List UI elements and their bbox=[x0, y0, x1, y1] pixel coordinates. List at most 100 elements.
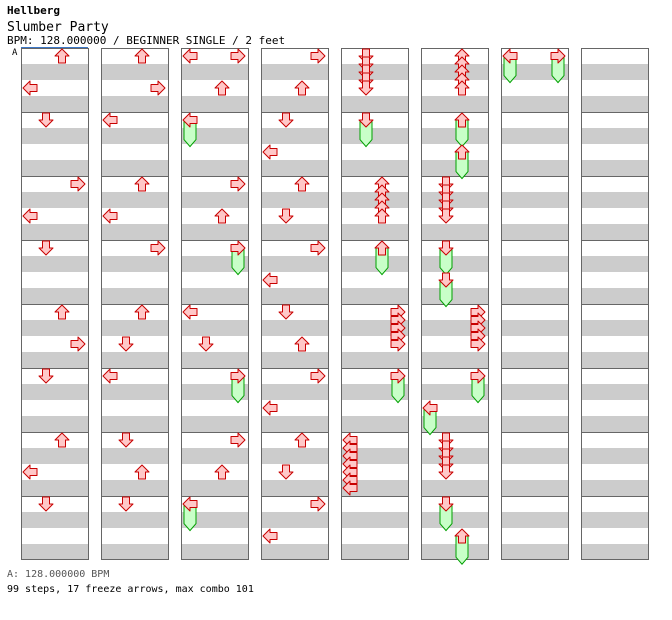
beat-stripe bbox=[421, 264, 489, 272]
beat-stripe bbox=[581, 288, 649, 296]
step-arrow bbox=[342, 480, 358, 496]
freeze-arrow-head bbox=[422, 400, 438, 416]
beat-stripe bbox=[421, 96, 489, 104]
beat-stripe bbox=[421, 552, 489, 560]
beat-stripe bbox=[421, 232, 489, 240]
beat-stripe bbox=[421, 200, 489, 208]
beat-stripe bbox=[581, 328, 649, 336]
beat-stripe bbox=[421, 448, 489, 456]
beat-stripe bbox=[21, 192, 89, 200]
beat-stripe bbox=[421, 192, 489, 200]
beat-stripe bbox=[581, 64, 649, 72]
beat-stripe bbox=[501, 192, 569, 200]
beat-stripe bbox=[21, 64, 89, 72]
beat-stripe bbox=[581, 520, 649, 528]
beat-stripe bbox=[101, 168, 169, 176]
beat-stripe bbox=[21, 288, 89, 296]
beat-stripe bbox=[341, 328, 409, 336]
beat-stripe bbox=[581, 456, 649, 464]
beat-stripe bbox=[501, 160, 569, 168]
step-arrow bbox=[102, 208, 118, 224]
beat-stripe bbox=[261, 96, 329, 104]
beat-stripe bbox=[581, 96, 649, 104]
step-arrow bbox=[278, 304, 294, 320]
beat-stripe bbox=[21, 424, 89, 432]
freeze-arrow-head bbox=[182, 112, 198, 128]
chart-column-border bbox=[181, 48, 249, 560]
step-arrow bbox=[118, 496, 134, 512]
beat-stripe bbox=[101, 128, 169, 136]
beat-stripe bbox=[101, 192, 169, 200]
beat-stripe bbox=[101, 384, 169, 392]
beat-stripe bbox=[101, 448, 169, 456]
beat-stripe bbox=[21, 352, 89, 360]
beat-stripe bbox=[181, 552, 249, 560]
step-arrow bbox=[54, 432, 70, 448]
beat-stripe bbox=[501, 360, 569, 368]
bpm-change-line bbox=[21, 47, 88, 48]
beat-stripe bbox=[341, 392, 409, 400]
beat-stripe bbox=[421, 168, 489, 176]
beat-stripe bbox=[101, 424, 169, 432]
beat-stripe bbox=[21, 232, 89, 240]
beat-stripe bbox=[341, 72, 409, 80]
beat-stripe bbox=[101, 328, 169, 336]
beat-stripe bbox=[581, 296, 649, 304]
beat-stripe bbox=[341, 136, 409, 144]
beat-stripe bbox=[501, 96, 569, 104]
beat-stripe bbox=[501, 544, 569, 552]
beat-stripe bbox=[181, 128, 249, 136]
beat-stripe bbox=[101, 72, 169, 80]
beat-stripe bbox=[501, 392, 569, 400]
beat-stripe bbox=[501, 64, 569, 72]
step-arrow bbox=[22, 464, 38, 480]
step-arrow bbox=[102, 112, 118, 128]
beat-stripe bbox=[261, 264, 329, 272]
step-arrow bbox=[22, 80, 38, 96]
beat-stripe bbox=[581, 232, 649, 240]
beat-stripe bbox=[341, 552, 409, 560]
step-arrow bbox=[438, 464, 454, 480]
beat-stripe bbox=[341, 168, 409, 176]
beat-stripe bbox=[181, 96, 249, 104]
beat-stripe bbox=[181, 200, 249, 208]
beat-stripe bbox=[421, 360, 489, 368]
beat-stripe bbox=[101, 296, 169, 304]
beat-stripe bbox=[421, 160, 489, 168]
beat-stripe bbox=[341, 264, 409, 272]
beat-stripe bbox=[261, 232, 329, 240]
step-arrow bbox=[310, 240, 326, 256]
beat-stripe bbox=[421, 424, 489, 432]
beat-stripe bbox=[581, 544, 649, 552]
beat-stripe bbox=[261, 104, 329, 112]
artist-name: Hellberg bbox=[7, 4, 60, 17]
beat-stripe bbox=[21, 264, 89, 272]
beat-stripe bbox=[181, 424, 249, 432]
beat-stripe bbox=[261, 64, 329, 72]
beat-stripe bbox=[421, 296, 489, 304]
beat-stripe bbox=[101, 200, 169, 208]
beat-stripe bbox=[501, 416, 569, 424]
beat-stripe bbox=[181, 392, 249, 400]
step-arrow bbox=[54, 304, 70, 320]
beat-stripe bbox=[501, 520, 569, 528]
beat-stripe bbox=[341, 352, 409, 360]
beat-stripe bbox=[181, 488, 249, 496]
step-arrow bbox=[294, 432, 310, 448]
beat-stripe bbox=[581, 104, 649, 112]
beat-stripe bbox=[261, 488, 329, 496]
beat-stripe bbox=[261, 320, 329, 328]
step-arrow bbox=[390, 336, 406, 352]
beat-stripe bbox=[581, 360, 649, 368]
beat-stripe bbox=[181, 512, 249, 520]
beat-stripe bbox=[181, 352, 249, 360]
beat-stripe bbox=[421, 320, 489, 328]
beat-stripe bbox=[21, 384, 89, 392]
step-arrow bbox=[230, 176, 246, 192]
beat-stripe bbox=[501, 264, 569, 272]
beat-stripe bbox=[21, 72, 89, 80]
beat-stripe bbox=[261, 352, 329, 360]
beat-stripe bbox=[341, 288, 409, 296]
beat-stripe bbox=[261, 520, 329, 528]
beat-stripe bbox=[421, 384, 489, 392]
